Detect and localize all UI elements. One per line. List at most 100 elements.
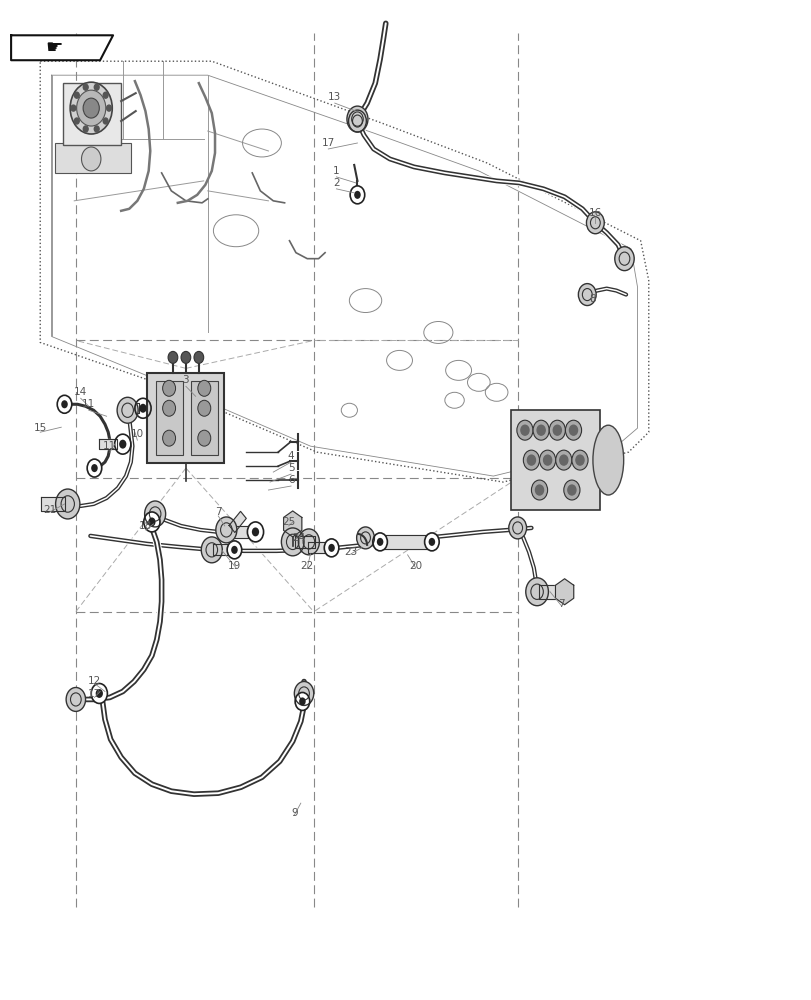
Circle shape (346, 106, 367, 132)
Circle shape (324, 539, 338, 557)
Circle shape (94, 126, 99, 132)
Circle shape (532, 420, 548, 440)
Circle shape (119, 440, 127, 449)
Circle shape (564, 420, 581, 440)
Circle shape (294, 692, 309, 710)
Circle shape (106, 105, 111, 111)
Circle shape (55, 489, 79, 519)
Circle shape (298, 529, 319, 555)
Text: 7: 7 (215, 507, 221, 517)
Bar (511, 410, 599, 510)
Text: 17: 17 (88, 689, 101, 699)
Circle shape (96, 689, 103, 698)
Text: 4: 4 (287, 451, 294, 461)
Circle shape (103, 92, 108, 98)
Circle shape (372, 533, 387, 551)
Text: 12: 12 (88, 676, 101, 686)
Circle shape (552, 425, 560, 435)
Circle shape (536, 425, 544, 435)
Text: 8: 8 (588, 294, 594, 304)
Circle shape (525, 578, 547, 606)
Circle shape (57, 395, 71, 413)
Text: 13: 13 (328, 92, 341, 102)
Circle shape (517, 420, 532, 440)
Circle shape (75, 92, 79, 98)
Text: 11: 11 (103, 441, 116, 451)
Circle shape (534, 485, 543, 495)
Circle shape (577, 284, 595, 306)
Text: 1: 1 (333, 166, 339, 176)
Circle shape (559, 455, 567, 465)
Text: 7: 7 (557, 599, 564, 609)
Circle shape (103, 118, 108, 124)
Circle shape (117, 397, 138, 423)
Text: 25: 25 (281, 517, 295, 527)
Circle shape (428, 538, 435, 546)
Circle shape (281, 528, 303, 556)
Text: 19: 19 (228, 561, 241, 571)
Circle shape (376, 538, 383, 546)
Circle shape (144, 501, 165, 527)
Circle shape (162, 380, 175, 396)
Circle shape (350, 186, 364, 204)
Text: 16: 16 (588, 208, 601, 218)
Text: 20: 20 (409, 561, 422, 571)
Bar (54, 143, 131, 173)
Circle shape (328, 544, 334, 552)
Text: 22: 22 (300, 561, 314, 571)
Ellipse shape (592, 425, 623, 495)
Circle shape (571, 450, 587, 470)
Circle shape (231, 546, 238, 554)
Circle shape (61, 400, 67, 408)
Text: ☛: ☛ (45, 38, 62, 57)
Circle shape (526, 455, 534, 465)
Circle shape (614, 247, 633, 271)
Circle shape (586, 212, 603, 234)
Text: 24: 24 (292, 533, 306, 543)
Polygon shape (121, 403, 139, 413)
Bar (156, 381, 182, 455)
Text: 18: 18 (139, 521, 152, 531)
Circle shape (71, 105, 75, 111)
Text: 10: 10 (131, 429, 144, 439)
Text: 5: 5 (287, 463, 294, 473)
Circle shape (87, 459, 101, 477)
Text: 23: 23 (344, 547, 357, 557)
Circle shape (251, 527, 259, 536)
Polygon shape (381, 535, 430, 549)
Circle shape (555, 450, 571, 470)
Circle shape (198, 400, 211, 416)
Circle shape (94, 84, 99, 90)
Circle shape (356, 527, 374, 549)
Circle shape (144, 512, 160, 532)
Polygon shape (213, 544, 233, 555)
Text: 3: 3 (182, 375, 189, 385)
Polygon shape (229, 511, 246, 533)
Circle shape (76, 90, 105, 126)
Circle shape (198, 380, 211, 396)
Circle shape (81, 147, 101, 171)
Text: 9: 9 (290, 808, 298, 818)
Circle shape (84, 84, 88, 90)
Circle shape (91, 683, 107, 703)
Circle shape (247, 522, 264, 542)
Circle shape (298, 697, 305, 705)
Circle shape (162, 400, 175, 416)
Circle shape (567, 485, 575, 495)
Circle shape (348, 110, 366, 132)
Circle shape (162, 430, 175, 446)
Circle shape (575, 455, 583, 465)
Circle shape (91, 464, 97, 472)
Circle shape (148, 517, 156, 526)
Circle shape (508, 517, 526, 539)
Circle shape (227, 541, 242, 559)
Text: 2: 2 (333, 178, 339, 188)
Text: 21: 21 (43, 505, 57, 515)
Bar (191, 381, 217, 455)
Circle shape (201, 537, 222, 563)
Polygon shape (307, 542, 328, 553)
Circle shape (181, 351, 191, 363)
Circle shape (539, 450, 555, 470)
Circle shape (569, 425, 577, 435)
Polygon shape (555, 579, 573, 605)
